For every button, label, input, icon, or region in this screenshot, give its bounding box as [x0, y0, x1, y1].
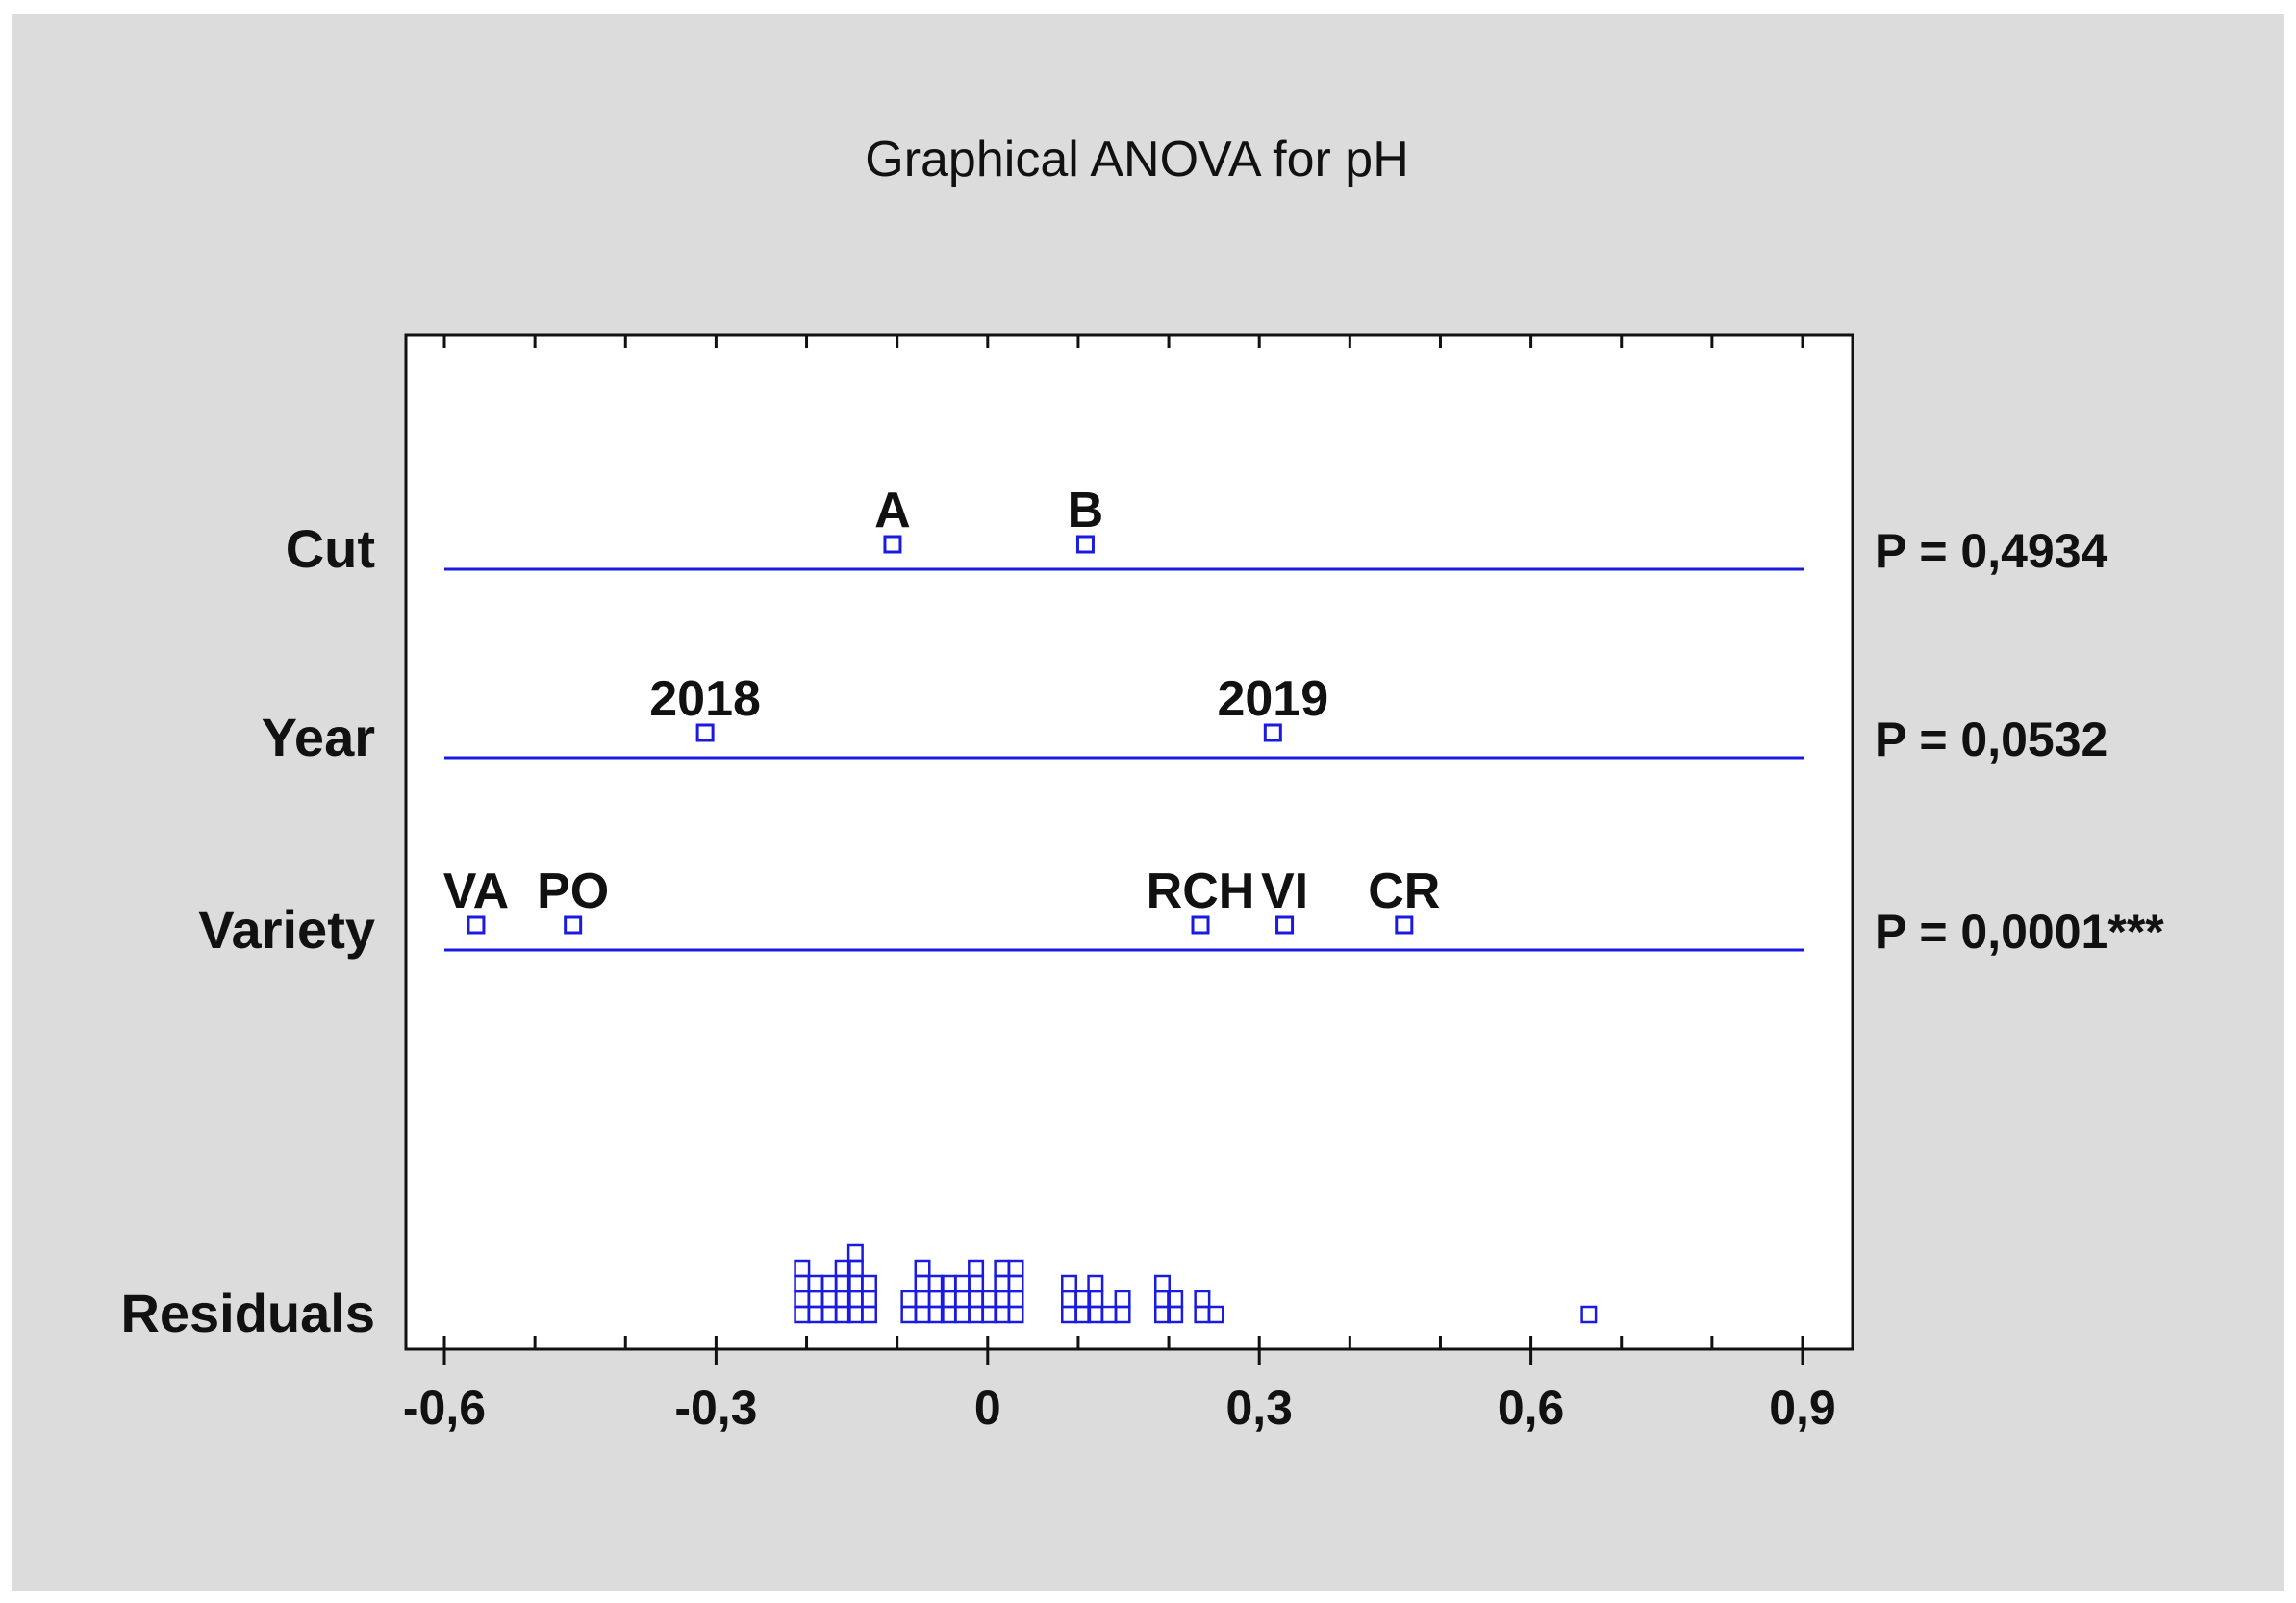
plot-area	[404, 333, 1854, 1351]
level-label: RCH	[1147, 864, 1255, 919]
x-tick-label: 0,6	[1498, 1381, 1565, 1435]
p-value-label: P = 0,4934	[1875, 524, 2108, 578]
residual-box	[846, 1243, 864, 1263]
factor-row-year: Year P = 0,0532 2018 2019	[262, 671, 2108, 767]
residuals-label: Residuals	[120, 1283, 375, 1343]
residuals-dotplot	[794, 1243, 1598, 1324]
chart-title: Graphical ANOVA for pH	[865, 132, 1409, 188]
residual-box	[1074, 1290, 1092, 1309]
x-tick-label: 0,3	[1225, 1381, 1293, 1435]
chart-panel: Graphical ANOVA for pH Cut P = 0,4934 A B Ye…	[12, 14, 2284, 1591]
level-label: VI	[1261, 864, 1308, 919]
x-tick-label: -0,6	[403, 1381, 486, 1435]
level-marker	[1275, 915, 1295, 935]
level-label: PO	[537, 864, 609, 919]
residual-box	[981, 1290, 998, 1309]
factor-name-label: Variety	[198, 899, 375, 960]
factor-name-label: Cut	[286, 518, 375, 579]
x-tick-label: 0	[974, 1381, 1001, 1435]
residual-box	[1194, 1290, 1211, 1309]
level-label: 2019	[1217, 671, 1328, 727]
residual-box	[1114, 1290, 1131, 1309]
residual-box	[1061, 1274, 1078, 1293]
p-value-label: P = 0,0001***	[1875, 905, 2164, 959]
residual-box	[1007, 1259, 1024, 1278]
x-tick-label: -0,3	[674, 1381, 757, 1435]
level-label: A	[874, 483, 911, 539]
level-marker	[1191, 915, 1210, 935]
residual-box	[1207, 1305, 1224, 1324]
factor-row-cut: Cut P = 0,4934 A B	[286, 483, 2108, 579]
factor-rows: Cut P = 0,4934 A B Year P = 0,0532 2018 2019 Var…	[120, 483, 2164, 1343]
x-tick-label: 0,9	[1769, 1381, 1836, 1435]
residual-box	[1167, 1290, 1184, 1309]
x-axis: -0,6 -0,3 0 0,3 0,6 0,9	[403, 335, 1836, 1435]
level-marker	[695, 723, 715, 742]
factor-name-label: Year	[262, 707, 375, 767]
level-label: CR	[1368, 864, 1440, 919]
level-label: VA	[443, 864, 509, 919]
p-value-label: P = 0,0532	[1875, 713, 2107, 766]
level-label: 2018	[649, 671, 761, 727]
residual-box	[927, 1274, 945, 1293]
level-marker	[1075, 535, 1095, 554]
level-label: B	[1068, 483, 1104, 539]
level-marker	[467, 915, 486, 935]
residual-box	[1580, 1305, 1598, 1324]
residual-box	[914, 1259, 931, 1278]
level-marker	[883, 535, 902, 554]
graphical-anova-chart: Graphical ANOVA for pH Cut P = 0,4934 A B Ye…	[120, 132, 2164, 1435]
residual-box	[834, 1259, 851, 1278]
residual-box	[860, 1274, 877, 1293]
residual-box	[968, 1259, 985, 1278]
residual-box	[1087, 1274, 1104, 1293]
level-marker	[1395, 915, 1414, 935]
level-marker	[1263, 723, 1282, 742]
factor-row-variety: Variety P = 0,0001*** VA PO RCH VI CR	[198, 864, 2164, 960]
level-marker	[564, 915, 583, 935]
residual-box	[1153, 1274, 1171, 1293]
residual-box	[794, 1259, 811, 1278]
